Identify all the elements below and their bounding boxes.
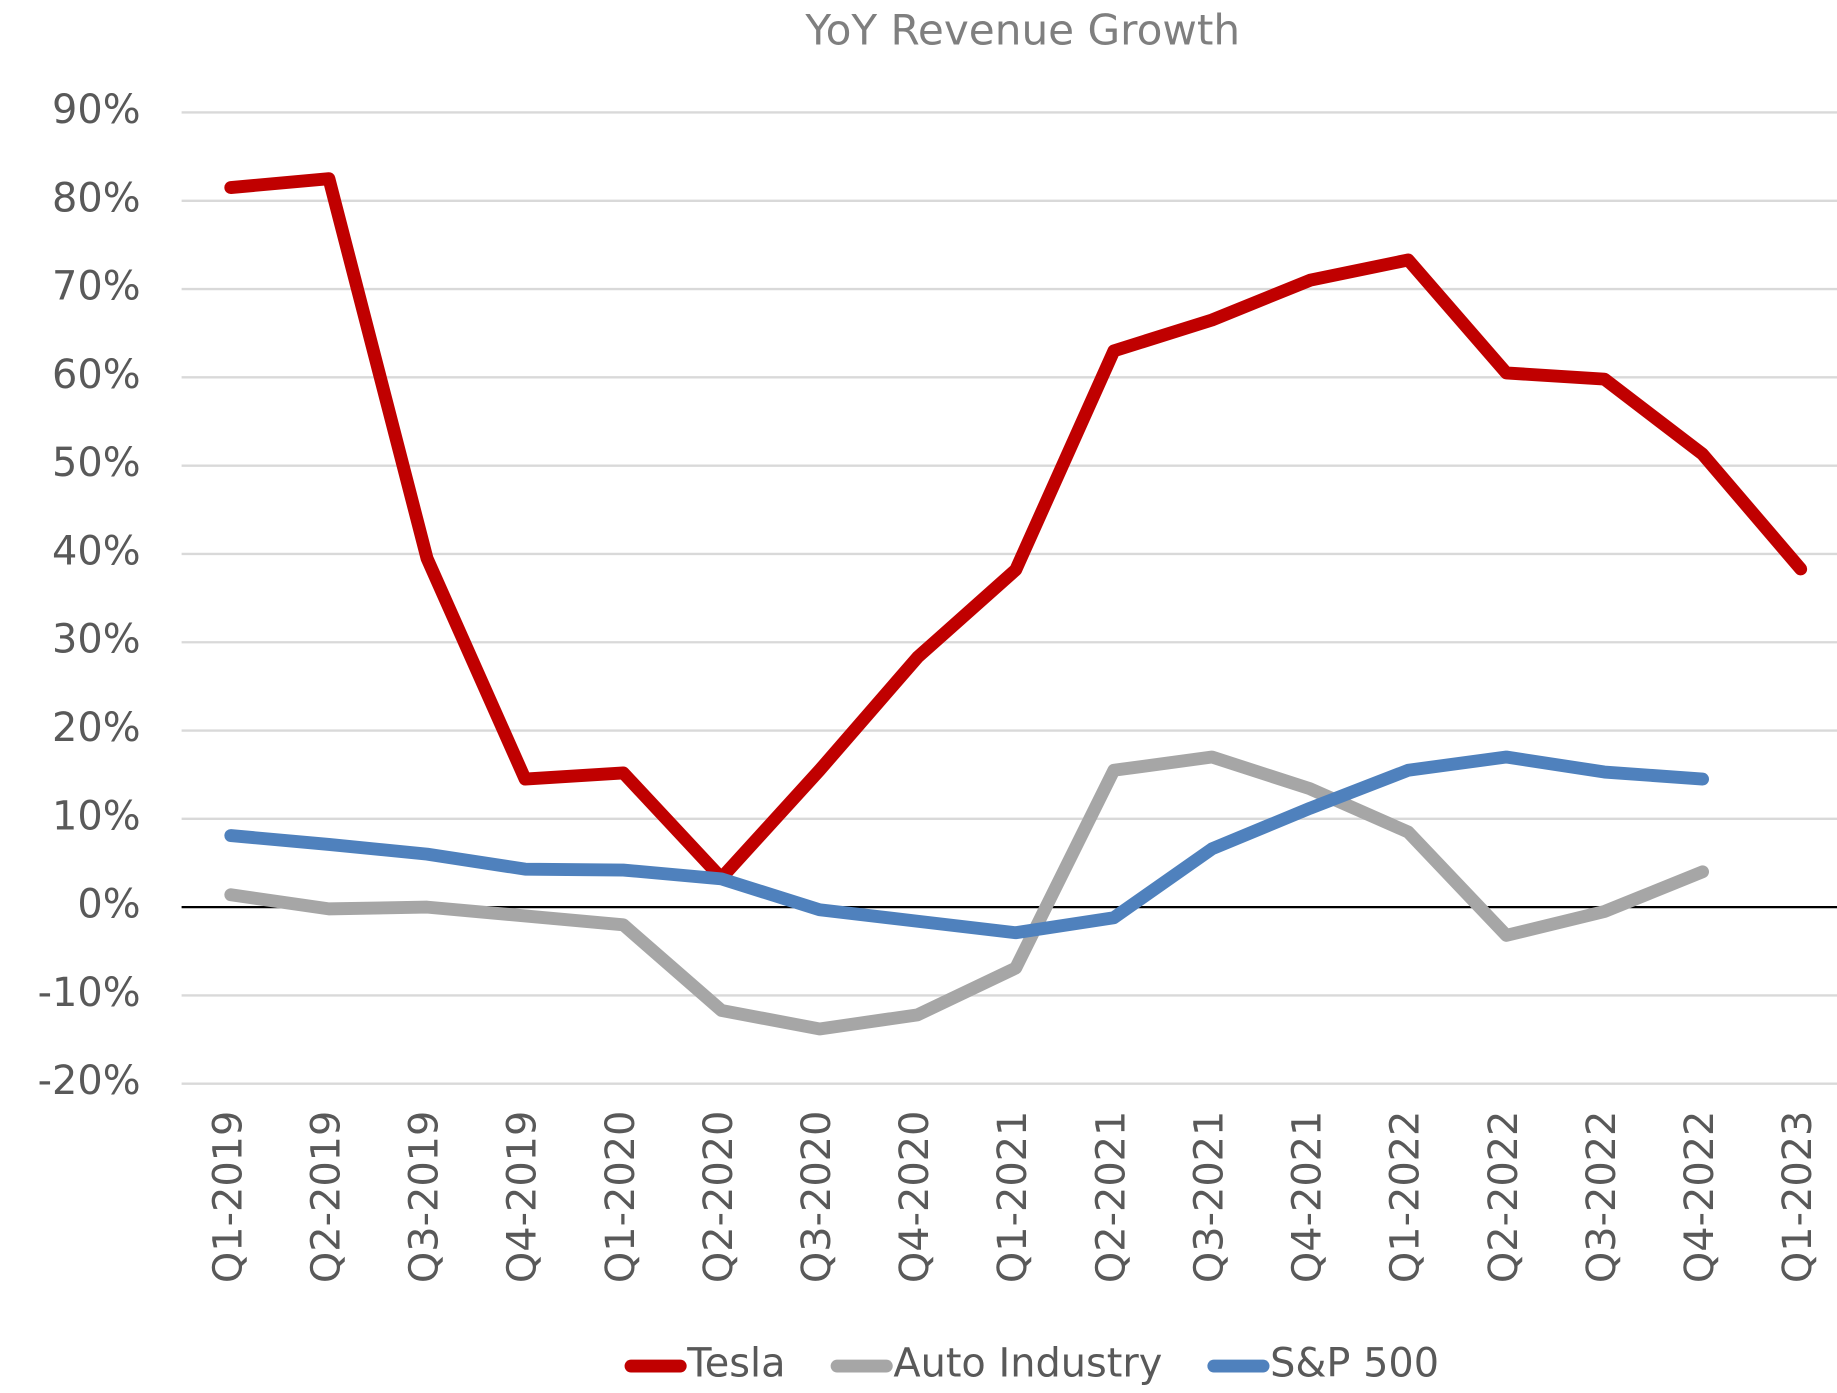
y-tick-label: 40%	[52, 528, 141, 574]
x-tick-label: Q4-2019	[500, 1111, 546, 1283]
legend-label: S&P 500	[1270, 1341, 1439, 1387]
x-tick-label: Q3-2019	[402, 1111, 448, 1283]
series-line	[224, 750, 1710, 1036]
legend-label: Auto Industry	[893, 1341, 1162, 1387]
y-tick-label: 80%	[52, 175, 141, 221]
x-tick-label: Q1-2020	[598, 1111, 644, 1283]
x-tick-label: Q1-2022	[1383, 1111, 1429, 1283]
x-tick-label: Q2-2020	[696, 1111, 742, 1283]
x-tick-label: Q2-2019	[303, 1111, 349, 1283]
x-tick-label: Q1-2019	[205, 1111, 251, 1283]
x-tick-label: Q4-2021	[1285, 1111, 1331, 1283]
series-line	[224, 750, 1710, 940]
y-tick-label: 0%	[77, 882, 140, 928]
y-tick-label: 50%	[52, 440, 141, 486]
y-tick-label: 90%	[52, 87, 141, 133]
y-tick-label: 10%	[52, 793, 141, 839]
x-tick-label: Q1-2021	[990, 1111, 1036, 1283]
y-tick-label: 70%	[52, 264, 141, 310]
legend-label: Tesla	[686, 1341, 785, 1387]
x-tick-label: Q4-2020	[892, 1111, 938, 1283]
x-tick-label: Q2-2021	[1088, 1111, 1134, 1283]
x-tick-label: Q3-2020	[794, 1111, 840, 1283]
x-tick-label: Q3-2021	[1186, 1111, 1232, 1283]
x-tick-label: Q2-2022	[1481, 1111, 1527, 1283]
x-tick-label: Q1-2023	[1775, 1111, 1821, 1283]
y-tick-label: 20%	[52, 705, 141, 751]
legend: Tesla Auto Industry S&P 500	[624, 1341, 1439, 1387]
x-tick-label: Q4-2022	[1677, 1111, 1723, 1283]
y-tick-label: -10%	[38, 970, 141, 1016]
y-tick-label: 60%	[52, 352, 141, 398]
x-tick-label: Q3-2022	[1579, 1111, 1625, 1283]
series-line	[224, 172, 1808, 885]
chart-title: YoY Revenue Growth	[804, 5, 1240, 54]
y-tick-label: -20%	[38, 1058, 141, 1104]
y-tick-label: 30%	[52, 617, 141, 663]
